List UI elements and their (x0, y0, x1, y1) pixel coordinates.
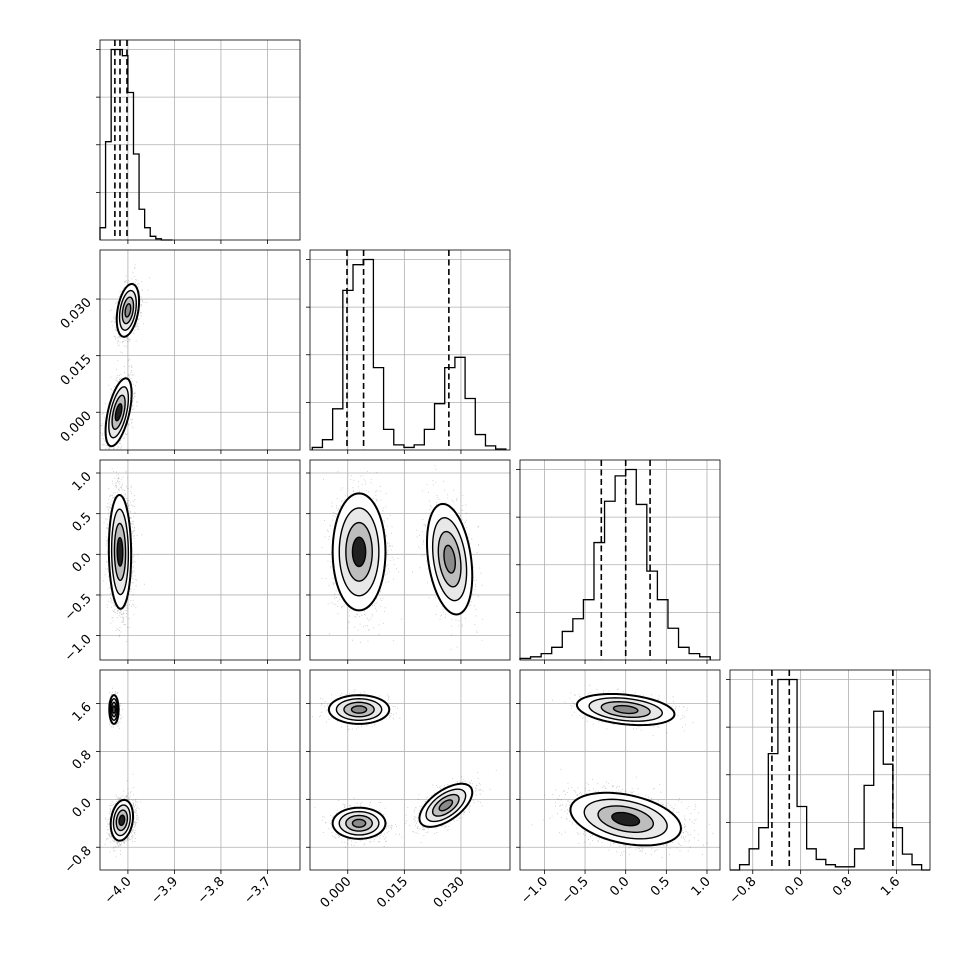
contour-line (612, 704, 639, 715)
contour-line (109, 798, 135, 842)
contour-line (338, 507, 380, 597)
contour-line (118, 814, 126, 827)
contour-line (575, 692, 676, 727)
contour-line (350, 705, 368, 714)
contour-line (611, 811, 641, 827)
scatter-panel-0-3 (99, 669, 301, 871)
contour-line (327, 694, 391, 725)
contour-line (110, 508, 130, 596)
histogram-step (99, 48, 173, 241)
panel-background (310, 250, 510, 450)
contour-line (108, 386, 130, 439)
panel-frame (309, 459, 511, 661)
panel-content (104, 687, 142, 858)
panel-frame (309, 249, 511, 451)
density-core (439, 799, 453, 811)
scatter-panel-0-1 (99, 249, 301, 451)
corner-plot-panels: −4.0 −3.9 −3.8 −3.7 0.000 0.015 0.030 −1.0 −0.5 0… (58, 39, 931, 911)
contour-line (345, 814, 373, 832)
contour-line (431, 517, 468, 602)
panel-background (730, 670, 930, 870)
panel-background (520, 460, 720, 660)
histogram-step (730, 678, 930, 871)
contour-line (113, 522, 127, 581)
panel-content (100, 264, 150, 450)
scatter-panel-1-3 (309, 669, 511, 871)
contour-line (124, 303, 132, 318)
contour-line (443, 544, 456, 574)
contour-line (110, 701, 117, 718)
contour-line (116, 536, 124, 567)
density-core (443, 545, 456, 574)
contour-line (438, 799, 454, 812)
contour-line (418, 782, 474, 828)
contour-line (351, 818, 367, 828)
panel-background (100, 460, 300, 660)
histogram-panel-1 (306, 249, 511, 451)
contour-line (351, 536, 367, 568)
panel-frame (99, 39, 301, 241)
panel-content (101, 460, 145, 643)
scatter-panel-0-2 (99, 459, 301, 661)
contour-line (583, 798, 668, 840)
contour-line (437, 530, 462, 588)
contour-line (425, 788, 467, 823)
density-core (611, 812, 640, 826)
contour-line (114, 403, 123, 422)
contour-line (107, 494, 133, 610)
density-core (115, 403, 122, 421)
contour-line (431, 793, 460, 817)
panel-background (100, 250, 300, 450)
panel-frame (99, 669, 301, 871)
density-core (117, 537, 123, 567)
panel-frame (99, 249, 301, 451)
contour-line (425, 502, 474, 616)
contour-line (588, 697, 663, 722)
contour-line (338, 810, 380, 836)
contour-line (115, 282, 141, 338)
panel-frame (309, 669, 511, 871)
contour-line (118, 289, 137, 331)
histogram-panel-2 (516, 459, 721, 661)
contour-line (331, 806, 387, 840)
contour-line (335, 698, 383, 721)
contour-line (111, 394, 126, 430)
contour-line (112, 705, 116, 714)
histogram-step (311, 258, 507, 450)
contour-line (343, 701, 375, 718)
contour-line (331, 492, 387, 612)
panel-content (311, 689, 497, 848)
contour-line (112, 804, 131, 837)
density-core (351, 705, 367, 714)
panel-content (531, 684, 714, 858)
scatter-panel-1-2 (309, 459, 511, 661)
histogram-step (519, 468, 711, 660)
contour-line (569, 791, 682, 847)
density-core (352, 819, 366, 828)
panel-frame (99, 459, 301, 661)
histogram-panel-3 (726, 669, 931, 871)
panel-frame (519, 459, 721, 661)
contour-line (600, 701, 651, 719)
panel-frame (729, 669, 931, 871)
panel-content (321, 465, 483, 650)
density-core (352, 537, 366, 567)
panel-frame (519, 669, 721, 871)
contour-line (108, 694, 120, 725)
contour-line (345, 521, 373, 582)
contour-line (104, 377, 133, 448)
contour-line (115, 809, 129, 832)
contour-line (121, 296, 135, 325)
histogram-panel-0 (96, 39, 301, 241)
contour-line (597, 805, 655, 833)
panel-background (100, 40, 300, 240)
contour-line (109, 698, 119, 722)
scatter-panel-2-3 (519, 669, 721, 871)
